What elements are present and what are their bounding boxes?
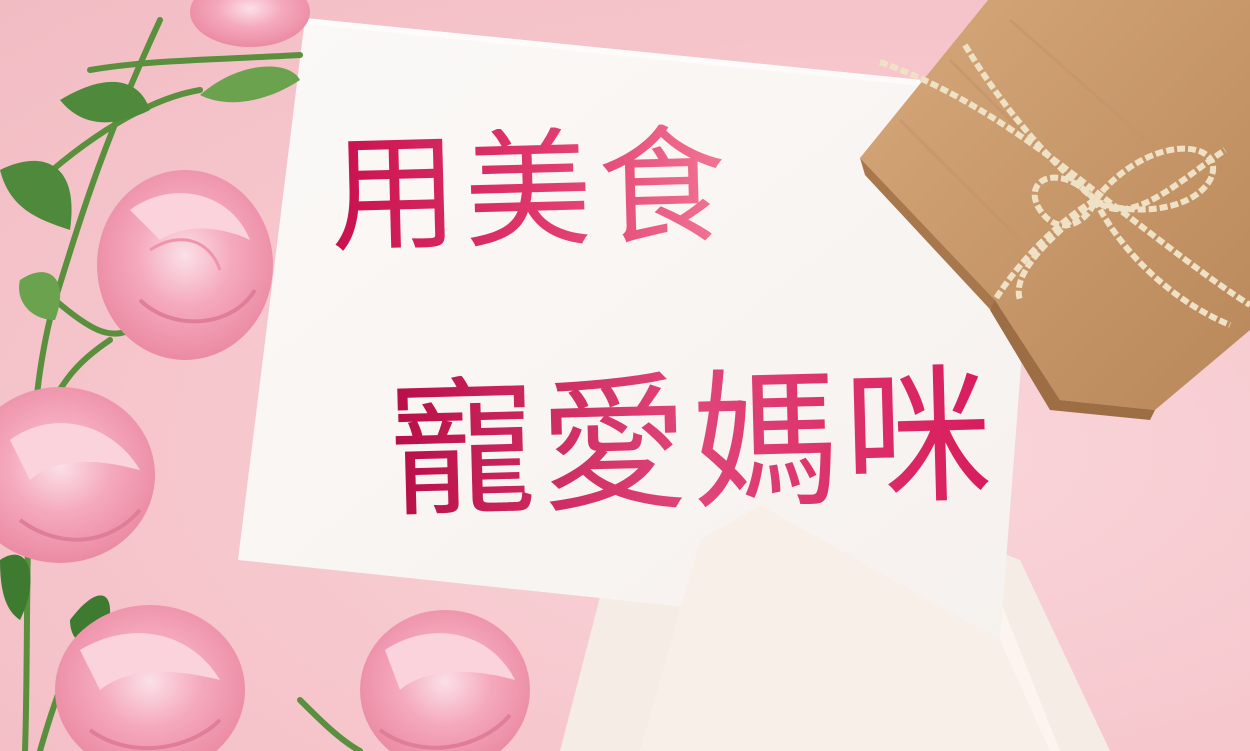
rose-flower-icon <box>97 170 273 360</box>
envelope-flap <box>640 505 1050 751</box>
rose-flower-icon <box>190 0 310 47</box>
twine-bow-icon <box>879 43 1250 328</box>
rose-flower-icon <box>360 610 530 751</box>
gift-box-icon <box>860 0 1250 420</box>
rose-flower-icon <box>0 387 155 563</box>
white-card <box>238 18 1042 640</box>
rose-flower-icon <box>55 605 245 751</box>
